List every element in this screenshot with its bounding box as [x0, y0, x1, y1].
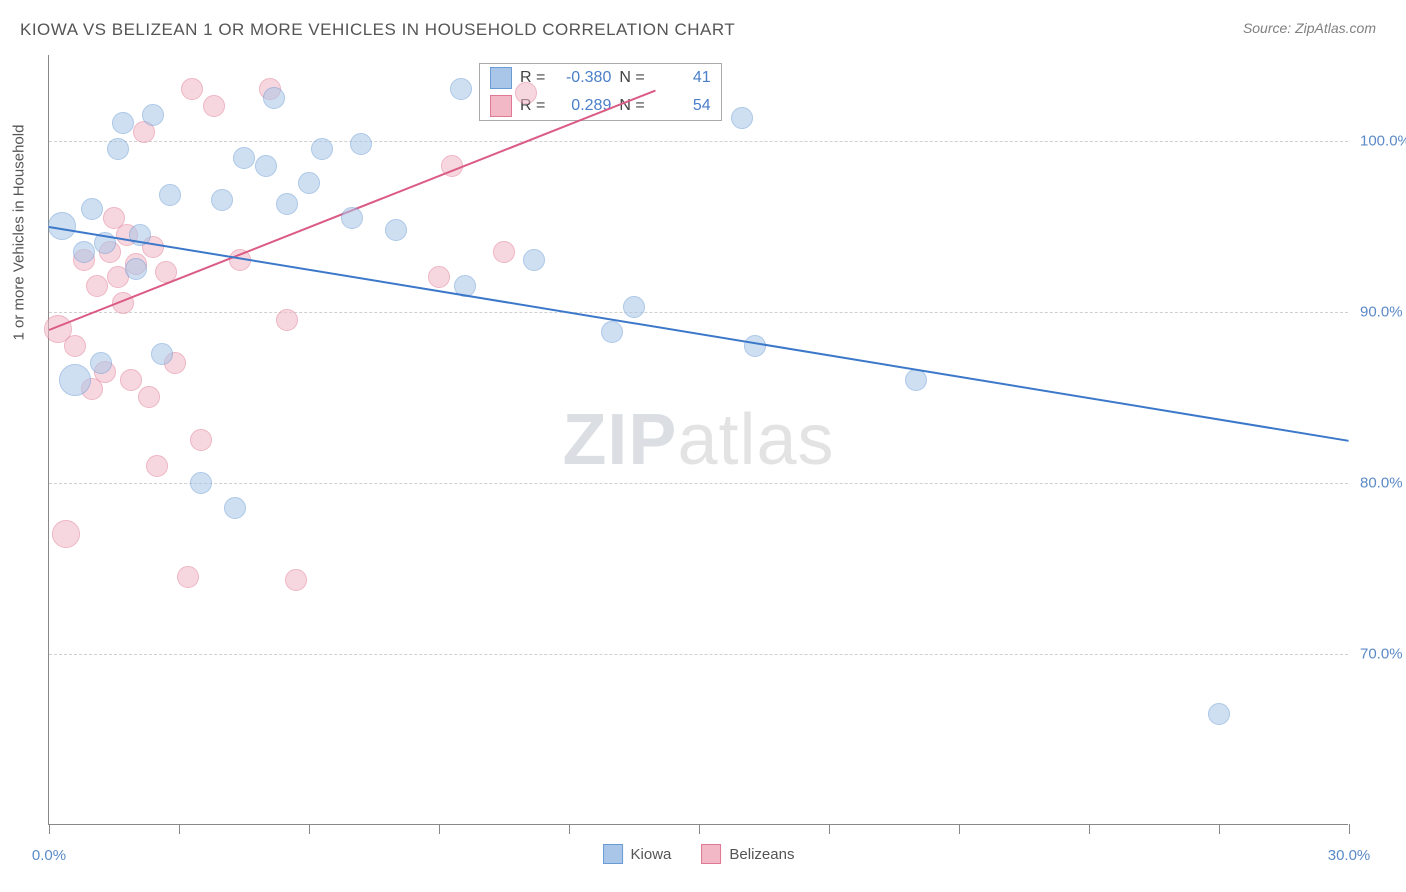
data-point-kiowa: [731, 107, 753, 129]
data-point-belizeans: [190, 429, 212, 451]
y-tick-label: 90.0%: [1360, 303, 1406, 320]
data-point-kiowa: [159, 184, 181, 206]
data-point-kiowa: [523, 249, 545, 271]
legend-item-kiowa: Kiowa: [603, 844, 672, 864]
data-point-belizeans: [64, 335, 86, 357]
x-tick: [179, 824, 180, 834]
data-point-kiowa: [73, 241, 95, 263]
data-point-belizeans: [181, 78, 203, 100]
x-tick: [1349, 824, 1350, 834]
x-tick-label: 0.0%: [32, 847, 66, 864]
data-point-kiowa: [190, 472, 212, 494]
y-tick-label: 100.0%: [1360, 132, 1406, 149]
source-label: Source: ZipAtlas.com: [1243, 20, 1376, 36]
data-point-belizeans: [138, 386, 160, 408]
x-tick: [829, 824, 830, 834]
stats-n-belizeans: 54: [653, 97, 711, 115]
data-point-kiowa: [112, 112, 134, 134]
stats-swatch-belizeans: [490, 95, 512, 117]
data-point-kiowa: [125, 258, 147, 280]
data-point-kiowa: [263, 87, 285, 109]
data-point-belizeans: [515, 82, 537, 104]
data-point-belizeans: [86, 275, 108, 297]
data-point-kiowa: [151, 343, 173, 365]
data-point-belizeans: [203, 95, 225, 117]
legend-label-belizeans: Belizeans: [729, 846, 794, 863]
data-point-kiowa: [905, 369, 927, 391]
data-point-belizeans: [146, 455, 168, 477]
stats-swatch-kiowa: [490, 67, 512, 89]
data-point-kiowa: [81, 198, 103, 220]
data-point-kiowa: [341, 207, 363, 229]
data-point-kiowa: [450, 78, 472, 100]
x-tick: [49, 824, 50, 834]
x-tick-label: 30.0%: [1328, 847, 1371, 864]
gridline: [49, 483, 1348, 484]
data-point-kiowa: [744, 335, 766, 357]
data-point-kiowa: [276, 193, 298, 215]
y-tick-label: 70.0%: [1360, 645, 1406, 662]
data-point-kiowa: [233, 147, 255, 169]
gridline: [49, 141, 1348, 142]
x-tick: [439, 824, 440, 834]
trend-line-kiowa: [49, 226, 1349, 442]
data-point-kiowa: [350, 133, 372, 155]
data-point-kiowa: [224, 497, 246, 519]
data-point-belizeans: [120, 369, 142, 391]
legend-swatch-kiowa: [603, 844, 623, 864]
x-tick: [1089, 824, 1090, 834]
data-point-kiowa: [311, 138, 333, 160]
data-point-kiowa: [107, 138, 129, 160]
data-point-belizeans: [493, 241, 515, 263]
legend-item-belizeans: Belizeans: [701, 844, 794, 864]
stats-n-kiowa: 41: [653, 69, 711, 87]
data-point-kiowa: [298, 172, 320, 194]
legend-swatch-belizeans: [701, 844, 721, 864]
scatter-plot: ZIPatlas 1 or more Vehicles in Household…: [48, 55, 1348, 825]
watermark: ZIPatlas: [562, 399, 834, 481]
data-point-kiowa: [601, 321, 623, 343]
data-point-belizeans: [52, 520, 80, 548]
gridline: [49, 312, 1348, 313]
data-point-kiowa: [385, 219, 407, 241]
legend-label-kiowa: Kiowa: [631, 846, 672, 863]
data-point-belizeans: [428, 266, 450, 288]
data-point-kiowa: [59, 364, 91, 396]
bottom-legend: Kiowa Belizeans: [603, 844, 795, 864]
stats-n-prefix: N =: [619, 69, 644, 87]
data-point-belizeans: [276, 309, 298, 331]
data-point-kiowa: [1208, 703, 1230, 725]
data-point-belizeans: [177, 566, 199, 588]
x-tick: [569, 824, 570, 834]
watermark-zip: ZIP: [562, 400, 677, 480]
data-point-kiowa: [623, 296, 645, 318]
data-point-kiowa: [255, 155, 277, 177]
stats-r-kiowa: -0.380: [553, 69, 611, 87]
data-point-kiowa: [142, 104, 164, 126]
x-tick: [1219, 824, 1220, 834]
x-tick: [959, 824, 960, 834]
x-tick: [699, 824, 700, 834]
data-point-kiowa: [90, 352, 112, 374]
data-point-kiowa: [211, 189, 233, 211]
watermark-atlas: atlas: [677, 400, 834, 480]
y-tick-label: 80.0%: [1360, 474, 1406, 491]
gridline: [49, 654, 1348, 655]
x-tick: [309, 824, 310, 834]
y-axis-label: 1 or more Vehicles in Household: [11, 124, 28, 340]
data-point-belizeans: [285, 569, 307, 591]
chart-title: KIOWA VS BELIZEAN 1 OR MORE VEHICLES IN …: [20, 20, 735, 40]
